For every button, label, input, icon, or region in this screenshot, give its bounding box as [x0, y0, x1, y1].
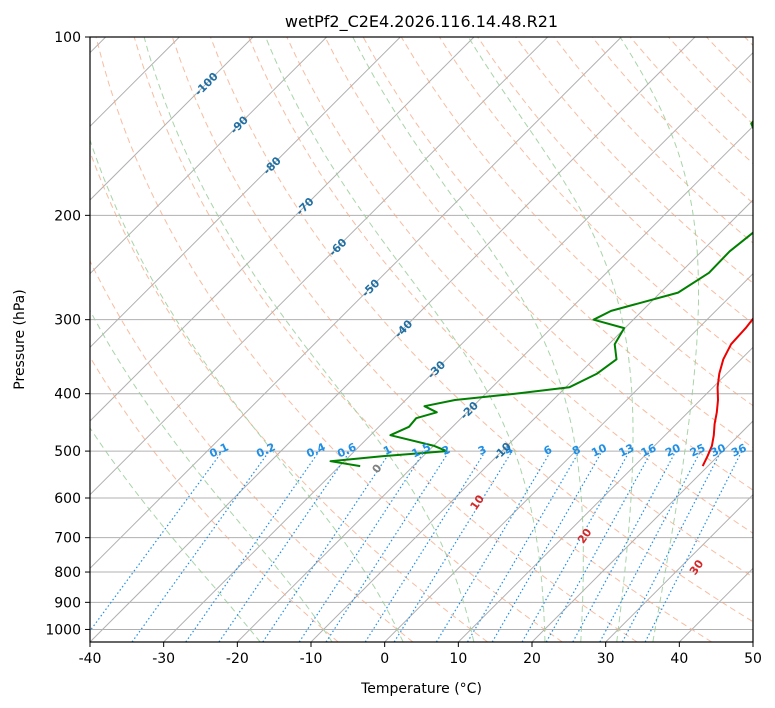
mixing-ratio-line	[185, 450, 320, 642]
x-tick-label: 30	[597, 651, 615, 667]
moist-adiabat-lines	[90, 37, 699, 642]
dry-adiabat-line	[90, 259, 414, 642]
y-axis-label: Pressure (hPa)	[12, 289, 28, 389]
y-tick-label: 300	[54, 313, 81, 329]
y-tick-label: 400	[54, 387, 81, 403]
y-tick-label: 500	[54, 444, 81, 460]
y-tick-label: 100	[54, 30, 81, 46]
mixing-ratio-line	[466, 450, 580, 642]
x-tick-label: 0	[380, 651, 389, 667]
mixing-ratio-line	[491, 450, 603, 642]
mixing-ratio-line	[393, 450, 513, 642]
pressure-gridlines	[90, 37, 753, 630]
mixing-ratio-label: 10	[589, 441, 609, 459]
mixing-ratio-label: 30	[708, 441, 728, 459]
x-tick-label: 50	[744, 651, 762, 667]
x-axis-label: Temperature (°C)	[360, 681, 482, 697]
moist-adiabat-line	[265, 37, 546, 642]
y-axis-ticks: 1000 900 800 700 600 500 400 300 200 100	[45, 30, 90, 638]
moist-adiabat-line	[619, 37, 699, 642]
dry-adiabat-line	[515, 37, 753, 284]
x-axis-ticks: -40 -30 -20 -10 0 10 20 30 40 50	[79, 642, 762, 667]
mixing-ratio-label: 25	[688, 441, 707, 459]
mixing-ratio-line	[545, 450, 653, 642]
x-tick-label: -30	[152, 651, 175, 667]
dry-adiabat-line	[210, 37, 753, 623]
mixing-ratio-line	[364, 450, 486, 642]
moist-adiabat-line	[90, 138, 404, 642]
mixing-ratio-line	[521, 450, 631, 642]
profile-series	[329, 119, 753, 468]
mixing-ratio-label: 20	[663, 441, 683, 459]
dry-adiabat-line	[324, 37, 753, 491]
dry-adiabat-line	[90, 356, 339, 642]
isotherm-line	[90, 37, 328, 275]
plot-frame	[89, 36, 754, 643]
mixing-ratio-line	[325, 450, 450, 642]
x-tick-label: -20	[226, 651, 249, 667]
mixing-ratio-label: 13	[617, 441, 636, 459]
y-tick-label: 600	[54, 491, 81, 507]
x-tick-label: 20	[523, 651, 541, 667]
isotherm-line	[90, 37, 696, 642]
isotherm-line	[90, 37, 401, 349]
x-tick-label: -10	[300, 651, 323, 667]
isotherm-line	[384, 272, 753, 642]
mixing-ratio-line	[218, 450, 351, 642]
isotherm-line	[90, 37, 475, 422]
x-tick-label: 10	[449, 651, 467, 667]
isotherm-line	[90, 37, 254, 201]
mixing-ratio-line	[435, 450, 552, 642]
isotherm-line	[90, 37, 549, 496]
isotherm-line	[163, 51, 753, 642]
moist-adiabat-line	[90, 427, 261, 642]
plot-area: 0.1 0.2 0.4 0.6 1 1.5 2 3 4 6 8 10 13 16 20 25 30 36-100-…	[90, 37, 753, 642]
dewpoint-profile-line	[329, 119, 753, 468]
dry-adiabat-line	[171, 37, 712, 642]
temperature-profile-line	[701, 317, 753, 467]
isotherm-line	[457, 346, 753, 642]
y-tick-label: 900	[54, 595, 81, 611]
mixing-ratio-label: 16	[639, 441, 659, 459]
x-tick-label: 40	[670, 651, 688, 667]
y-tick-label: 200	[54, 208, 81, 224]
dry-adiabat-line	[95, 37, 563, 642]
isotherm-line	[236, 125, 753, 642]
dry-adiabat-lines	[90, 37, 753, 642]
moist-adiabat-line	[90, 309, 333, 642]
dry-adiabat-line	[248, 37, 753, 578]
isotherm-line	[90, 37, 622, 570]
chart-title: wetPf2_C2E4.2026.116.14.48.R21	[285, 12, 558, 32]
mixing-ratio-line	[572, 450, 677, 642]
moist-adiabat-line	[352, 37, 584, 642]
x-tick-label: -40	[79, 651, 102, 667]
mixing-ratio-lines	[90, 450, 743, 642]
y-tick-label: 1000	[45, 622, 81, 638]
dry-adiabat-line	[133, 37, 638, 642]
isotherm-line	[605, 493, 753, 642]
moist-adiabat-line	[143, 37, 475, 642]
dry-adiabat-line	[286, 37, 753, 534]
isotherm-line	[531, 420, 753, 642]
isotherm-lines	[90, 37, 753, 642]
mixing-ratio-label: 36	[729, 441, 749, 459]
y-tick-label: 800	[54, 565, 81, 581]
y-tick-label: 700	[54, 531, 81, 547]
